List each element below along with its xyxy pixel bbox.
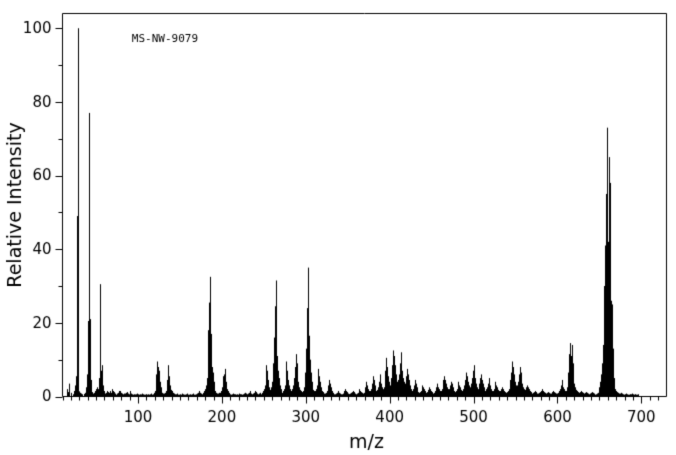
spectrum-plot-canvas xyxy=(0,0,676,455)
mass-spectrum-figure: MS-NW-9079 m/z Relative Intensity xyxy=(0,0,676,455)
